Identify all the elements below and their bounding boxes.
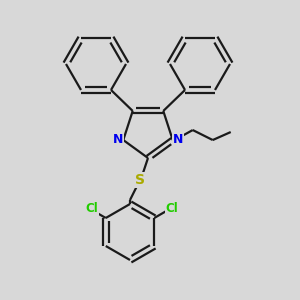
Text: N: N [172, 133, 183, 146]
Text: Cl: Cl [166, 202, 178, 215]
Text: Cl: Cl [86, 202, 98, 215]
Text: N: N [113, 133, 124, 146]
Text: S: S [135, 173, 145, 187]
